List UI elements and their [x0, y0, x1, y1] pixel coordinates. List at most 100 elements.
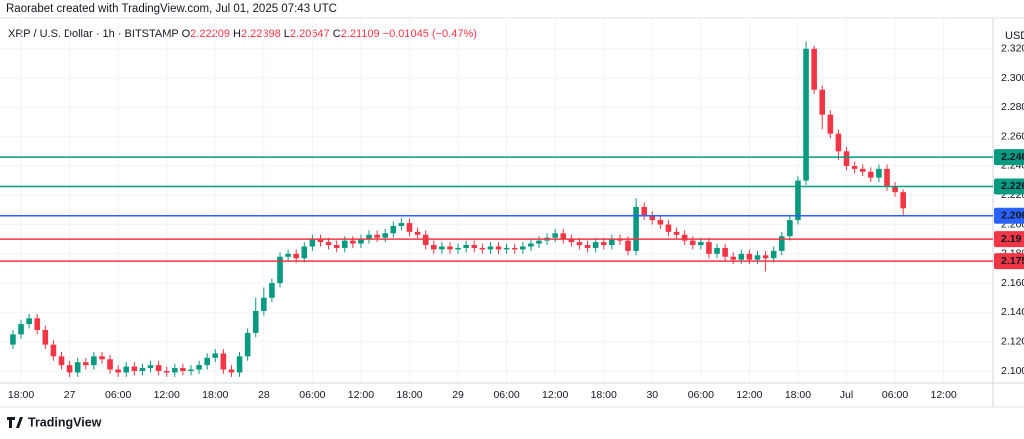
logo-icon [7, 417, 23, 428]
price-tag-label: 2.226 [1001, 180, 1024, 192]
candle-body [99, 356, 105, 360]
candle-body [560, 233, 567, 240]
candle-body [261, 297, 267, 311]
legend-symbol: XRP / U.S. Dollar · 1h · BITSTAMP [8, 28, 179, 40]
y-tick-label: 2.140 [1001, 306, 1024, 318]
candle-body [876, 168, 882, 178]
plot [0, 18, 993, 383]
candle-body [212, 353, 219, 358]
candle-body [58, 356, 65, 366]
candle-body [576, 242, 583, 246]
candle-body [317, 239, 324, 243]
candle-body [511, 247, 518, 250]
candle-body [479, 247, 486, 250]
candle-body [892, 186, 898, 193]
candle-body [552, 233, 558, 238]
candle-body [277, 256, 283, 284]
candle-body [843, 151, 850, 166]
candle-body [495, 246, 502, 250]
legend-value: 2.20647 [290, 28, 330, 40]
candle-body [592, 242, 599, 248]
x-tick-label: 12:00 [736, 389, 762, 401]
candle-body [26, 318, 32, 325]
x-tick-label: Jul [840, 389, 853, 401]
candle-body [859, 168, 866, 172]
candle-body [503, 247, 510, 250]
legend-change: −0.01045 (−0.47%) [383, 28, 477, 40]
legend-key: O [182, 28, 191, 40]
candle-body [528, 243, 534, 247]
price-tag-label: 2.175 [1001, 255, 1024, 267]
candle-body [762, 255, 769, 259]
candle-body [269, 283, 275, 298]
x-tick-label: 06:00 [299, 389, 325, 401]
candle-body [803, 48, 809, 181]
x-tick-label: 06:00 [493, 389, 519, 401]
candle-body [714, 247, 720, 254]
candle-body [827, 114, 834, 134]
candle-body [366, 234, 372, 240]
legend-value: 2.22398 [241, 28, 281, 40]
x-tick-label: 29 [452, 389, 464, 401]
candle-body [228, 369, 235, 373]
x-tick-label: 12:00 [154, 389, 180, 401]
candle-body [131, 366, 138, 371]
candle-body [252, 310, 259, 333]
candle-body [673, 231, 680, 235]
price-tag-label: 2.19 [1001, 233, 1022, 245]
candle-body [584, 245, 591, 248]
y-tick-label: 2.120 [1001, 335, 1024, 347]
x-tick-label: 06:00 [688, 389, 714, 401]
candle-body [91, 356, 97, 366]
candle-body [406, 223, 413, 232]
legend-value: 2.22209 [190, 28, 230, 40]
x-tick-label: 06:00 [105, 389, 131, 401]
x-tick-label: 12:00 [348, 389, 374, 401]
candle-body [18, 324, 24, 335]
x-tick-label: 18:00 [785, 389, 811, 401]
price-tag [994, 253, 1024, 270]
candle-body [471, 245, 478, 248]
candle-body [82, 362, 89, 366]
candle-body [34, 318, 41, 330]
candle-body [706, 242, 712, 254]
candle-body [487, 246, 494, 250]
x-tick-label: 27 [64, 389, 76, 401]
y-tick-label: 2.300 [1001, 72, 1024, 84]
candle-body [180, 368, 186, 371]
candle-body [730, 256, 737, 260]
axes: 18:00 27 06:00 12:00 18:00 28 06:00 12:00 18:00 2… [8, 43, 1024, 401]
candle-body [835, 133, 842, 152]
x-tick-label: 12:00 [542, 389, 568, 401]
candle-body [867, 171, 874, 178]
x-tick-label: 30 [646, 389, 658, 401]
price-tag [994, 207, 1024, 224]
x-tick-label: 12:00 [930, 389, 956, 401]
legend-key: L [284, 28, 290, 40]
candle-body [42, 329, 49, 345]
x-tick-label: 18:00 [202, 389, 228, 401]
candle-body [414, 231, 421, 235]
candle-body [819, 89, 826, 115]
candle-body [50, 344, 57, 357]
y-tick-label: 2.100 [1001, 365, 1024, 377]
candle-body [600, 242, 607, 246]
candle-body [795, 180, 801, 221]
price-tag [994, 149, 1024, 166]
candle-body [204, 357, 210, 366]
candle-body [10, 334, 16, 345]
candle-body [244, 332, 251, 357]
candle-body [341, 240, 348, 248]
candle-body [398, 223, 405, 226]
candle-body [746, 253, 753, 260]
candle-body [657, 220, 664, 225]
header: Raorabet created with TradingView.com, J… [6, 3, 337, 15]
candle-body [309, 239, 316, 247]
candle-body [382, 233, 389, 238]
x-tick-label: 18:00 [591, 389, 617, 401]
candle-body [665, 224, 672, 232]
candle-body [188, 369, 194, 371]
legend: XRP / U.S. Dollar · 1h · BITSTAMP O2.222… [8, 28, 477, 40]
candle-body [520, 246, 526, 250]
